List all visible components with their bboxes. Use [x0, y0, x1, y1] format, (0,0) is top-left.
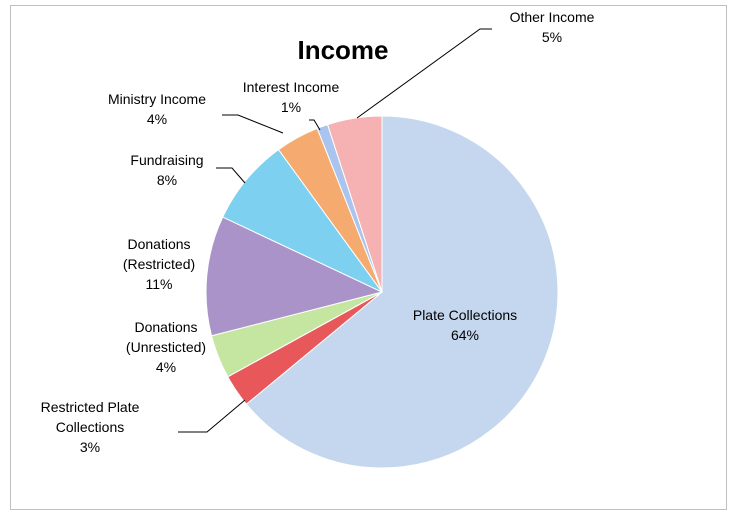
slice-label-line: Other Income — [510, 9, 595, 25]
slice-label: Donations (Restricted) 11% — [123, 236, 195, 292]
pie-slice-other-income — [326, 115, 383, 293]
pie-slice-donations-restricted — [205, 216, 384, 337]
slice-label-line: Interest Income — [243, 79, 340, 95]
slice-percent: 4% — [147, 111, 167, 127]
slice-percent: 5% — [542, 29, 562, 45]
slice-label-line: Donations — [134, 319, 197, 335]
slice-percent: 4% — [156, 359, 176, 375]
slice-label-line: Donations — [127, 236, 190, 252]
leader-line — [216, 167, 246, 184]
leader-line — [309, 119, 321, 131]
leader-lines — [178, 28, 492, 433]
slice-percent: 64% — [451, 327, 479, 343]
slice-percent: 1% — [281, 99, 301, 115]
slice-label: Other Income 5% — [510, 9, 595, 45]
slice-percent: 3% — [80, 439, 100, 455]
slice-percent: 8% — [157, 172, 177, 188]
slice-label: Plate Collections 64% — [413, 307, 517, 343]
slice-label-line: Plate Collections — [413, 307, 517, 323]
leader-line — [222, 114, 284, 134]
slice-label: Interest Income 1% — [243, 79, 340, 115]
slice-label: Restricted Plate Collections 3% — [41, 399, 140, 455]
slice-labels: Plate Collections 64% Restricted Plate Coll… — [41, 9, 595, 455]
leader-line — [178, 399, 246, 433]
slice-label-line: Restricted Plate — [41, 399, 140, 415]
pie-slices — [205, 115, 559, 469]
chart-title: Income — [297, 35, 388, 65]
slice-label: Fundraising 8% — [130, 152, 203, 188]
slice-label-line: (Restricted) — [123, 256, 195, 272]
slice-label-line: (Unresticted) — [126, 339, 206, 355]
pie-slice-plate-collections — [245, 115, 559, 469]
slice-label-line: Ministry Income — [108, 91, 206, 107]
slice-label: Ministry Income 4% — [108, 91, 206, 127]
slice-percent: 11% — [146, 276, 173, 292]
leader-line — [356, 28, 492, 119]
pie-slice-fundraising — [222, 148, 383, 293]
slice-label-line: Collections — [56, 419, 124, 435]
slice-label-line: Fundraising — [130, 152, 203, 168]
slice-label: Donations (Unresticted) 4% — [126, 319, 206, 375]
